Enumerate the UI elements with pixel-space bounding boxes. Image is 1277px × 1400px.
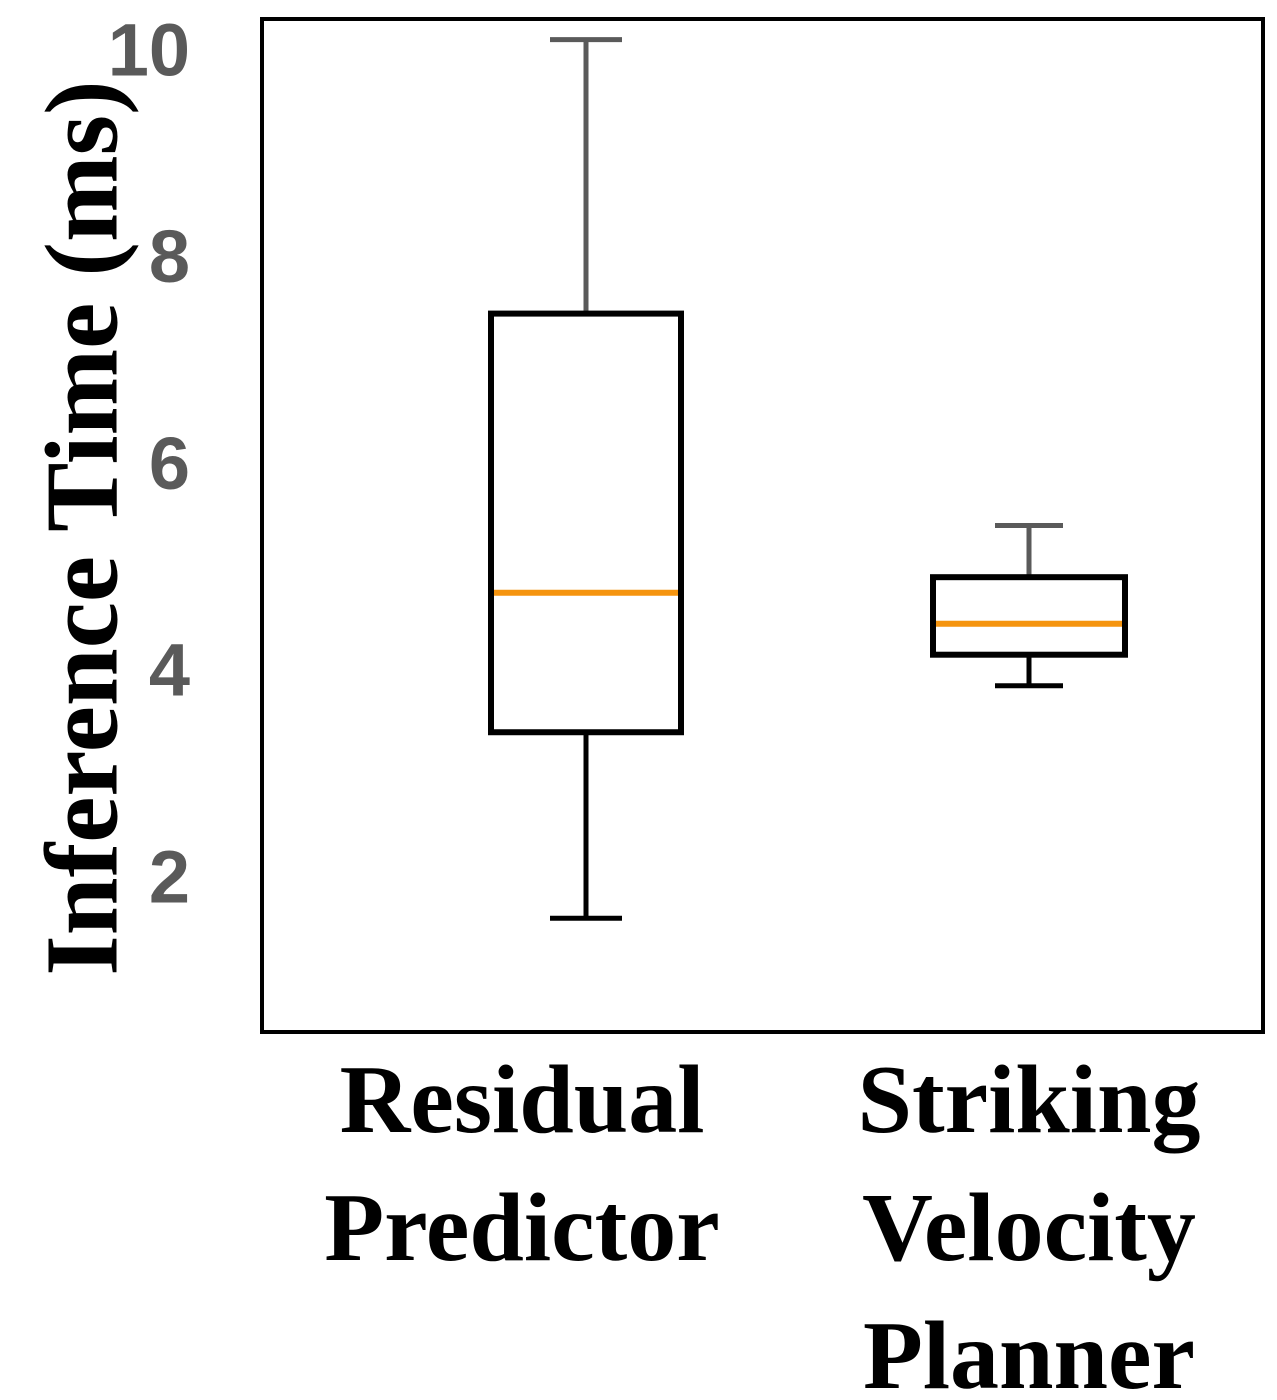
iqr-box <box>930 574 1128 658</box>
iqr-box <box>488 310 684 736</box>
y-tick-labels: 2 4 6 8 10 <box>108 9 190 919</box>
box-1 <box>488 37 684 921</box>
y-axis-title: Inference Time (ms) <box>25 80 140 975</box>
y-tick-label: 10 <box>108 9 190 92</box>
boxes-group <box>488 37 1128 921</box>
y-tick-label: 2 <box>149 835 190 918</box>
category-label: Striking <box>857 1046 1200 1154</box>
category-label: Residual <box>340 1046 705 1154</box>
box-2 <box>930 523 1128 689</box>
category-label: Velocity <box>862 1174 1196 1282</box>
y-tick-label: 8 <box>149 215 190 298</box>
y-tick-label: 4 <box>149 629 190 712</box>
y-tick-label: 6 <box>149 422 190 505</box>
category-labels: Residual Predictor Striking Velocity Planner <box>324 1046 1200 1400</box>
category-label: Predictor <box>324 1174 719 1282</box>
plot-frame <box>260 17 1265 1034</box>
category-label: Planner <box>863 1302 1195 1400</box>
y-axis-title-group: Inference Time (ms) <box>25 80 140 975</box>
